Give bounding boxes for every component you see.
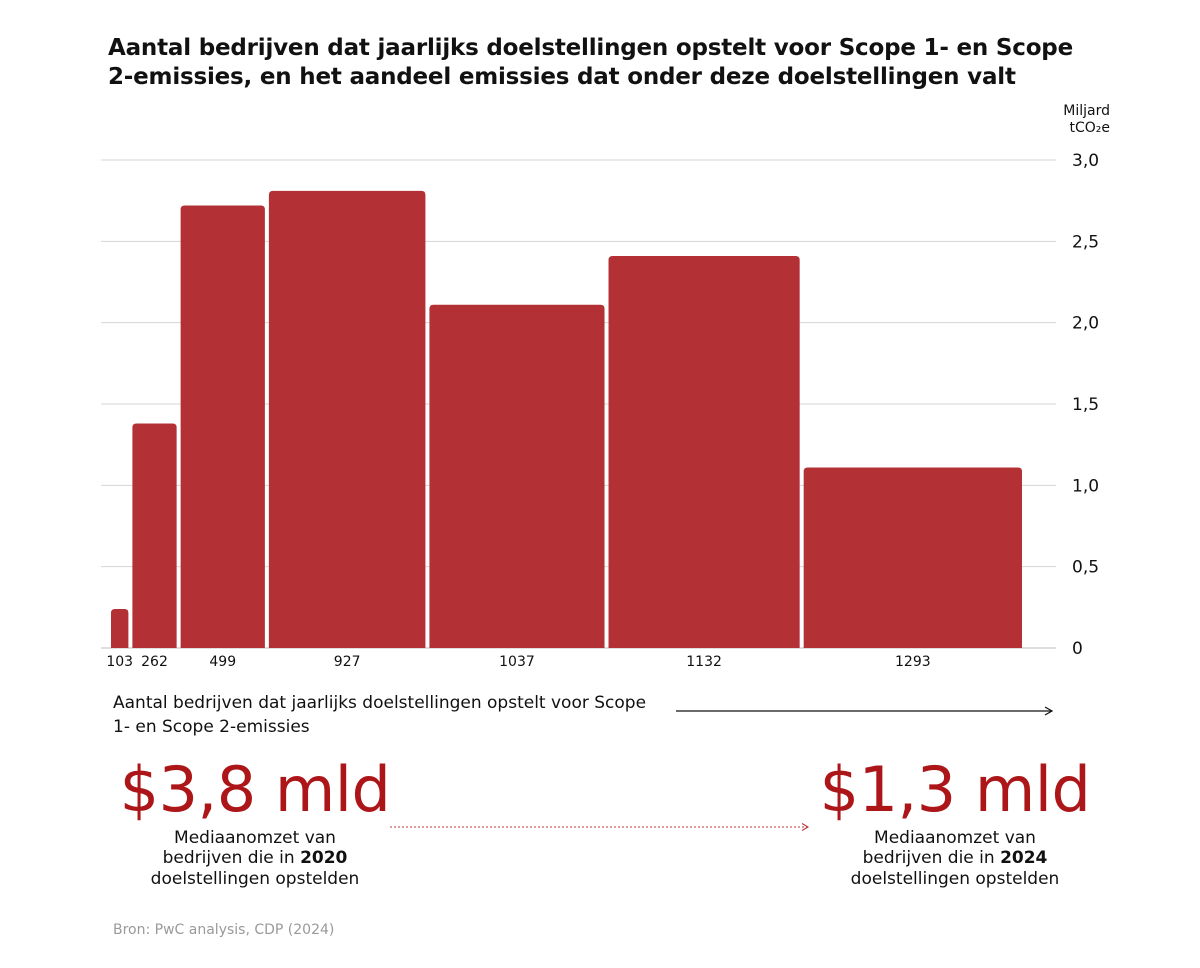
y-axis-unit-line2: tCO₂e <box>1069 120 1110 136</box>
bar <box>803 467 1022 648</box>
median-revenue-2020-description: Mediaanomzet van bedrijven die in 2020 d… <box>85 828 425 889</box>
desc-line-2: bedrijven die in <box>862 848 1001 869</box>
x-tick-label: 1132 <box>686 654 722 670</box>
desc-line-1: Mediaanomzet van <box>174 828 336 848</box>
y-tick-label: 0 <box>1072 639 1083 659</box>
desc-line-3: doelstellingen opstelden <box>850 868 1060 889</box>
desc-line-3: doelstellingen opstelden <box>150 868 360 889</box>
y-axis-unit-line1: Miljard <box>1063 103 1110 119</box>
y-tick-label: 1,5 <box>1072 395 1099 415</box>
median-revenue-2020-value: $3,8 mld <box>119 753 391 826</box>
desc-year: 2020 <box>300 848 348 869</box>
x-tick-label: 1037 <box>499 654 535 670</box>
bar <box>132 423 177 648</box>
chart-title: Aantal bedrijven dat jaarlijks doelstell… <box>108 35 1073 91</box>
x-axis-title: Aantal bedrijven dat jaarlijks doelstell… <box>113 693 647 737</box>
y-tick-labels: 0 0,5 1,0 1,5 2,0 2,5 3,0 <box>1072 151 1099 659</box>
y-tick-label: 2,5 <box>1072 232 1099 252</box>
median-revenue-2024-description: Mediaanomzet van bedrijven die in 2024 d… <box>785 828 1125 889</box>
y-tick-label: 3,0 <box>1072 151 1099 171</box>
bars <box>111 190 1022 648</box>
bar <box>111 608 129 648</box>
x-tick-label: 1293 <box>895 654 931 670</box>
bar <box>608 255 800 648</box>
bar <box>429 304 605 648</box>
source-note: Bron: PwC analysis, CDP (2024) <box>113 922 335 938</box>
y-tick-label: 1,0 <box>1072 476 1099 496</box>
x-tick-label: 103 <box>106 654 133 670</box>
bar <box>180 205 265 648</box>
desc-line-2: bedrijven die in <box>162 848 301 869</box>
median-revenue-2024-value: $1,3 mld <box>819 753 1091 826</box>
x-tick-label: 262 <box>141 654 168 670</box>
y-tick-label: 0,5 <box>1072 558 1099 578</box>
x-tick-label: 927 <box>334 654 361 670</box>
bar <box>268 190 426 648</box>
y-tick-label: 2,0 <box>1072 314 1099 334</box>
x-tick-labels: 103 262 499 927 1037 1132 1293 <box>106 654 930 670</box>
desc-year: 2024 <box>1000 848 1048 869</box>
desc-line-1: Mediaanomzet van <box>874 828 1036 848</box>
x-tick-label: 499 <box>209 654 236 670</box>
